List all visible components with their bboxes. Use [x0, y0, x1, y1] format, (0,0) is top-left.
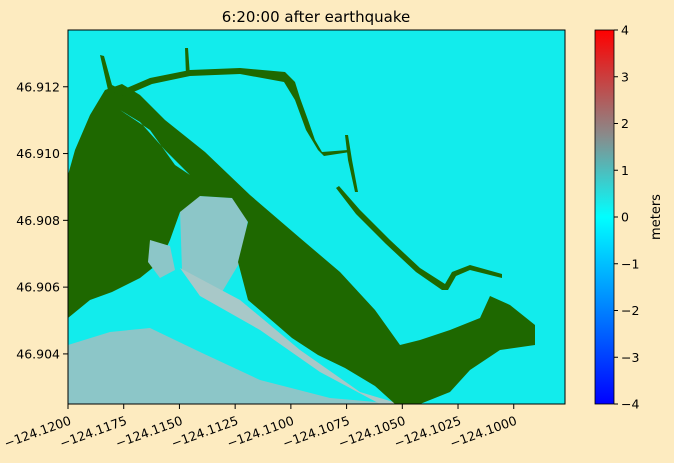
colorbar-tick-label: 2: [621, 116, 629, 131]
inner-pond: [148, 240, 175, 278]
breakwater: [345, 135, 358, 192]
colorbar-axis: −4 −3 −2 −1 0 1 2 3 4: [614, 23, 639, 412]
colorbar-tick-label: −2: [621, 303, 639, 318]
y-tick-label: 46.910: [16, 146, 60, 161]
plot-frame: [67, 29, 566, 405]
y-tick-label: 46.912: [16, 79, 60, 94]
colorbar-tick-label: 0: [621, 210, 629, 225]
north-jetty-spur: [185, 48, 190, 76]
colorbar-tick-label: 1: [621, 163, 629, 178]
inner-channel: [120, 110, 190, 175]
y-tick-label: 46.908: [16, 213, 60, 228]
x-axis: −124.1200−124.1175−124.1150−124.1125−124…: [2, 404, 519, 451]
y-axis: 46.904 46.906 46.908 46.910 46.912: [16, 79, 68, 361]
colorbar-tick-label: −1: [621, 256, 639, 271]
colorbar-tick-label: 4: [621, 23, 629, 38]
colorbar-tick-label: −4: [621, 397, 639, 412]
shallow-flow-region: [68, 328, 400, 404]
land-peninsula: [68, 84, 535, 404]
y-tick-label: 46.904: [16, 346, 60, 361]
breakwater-long: [336, 186, 502, 290]
north-jetty: [100, 55, 350, 156]
y-tick-label: 46.906: [16, 280, 60, 295]
shallow-flow-strip: [180, 268, 400, 404]
chart-title: 6:20:00 after earthquake: [222, 8, 410, 26]
colorbar-tick-label: 3: [621, 69, 629, 84]
colorbar-tick-label: −3: [621, 350, 639, 365]
colorbar: [594, 29, 615, 405]
colorbar-label: meters: [649, 194, 664, 240]
plot-area: [68, 30, 565, 404]
shallow-flow-lagoon: [180, 196, 248, 296]
